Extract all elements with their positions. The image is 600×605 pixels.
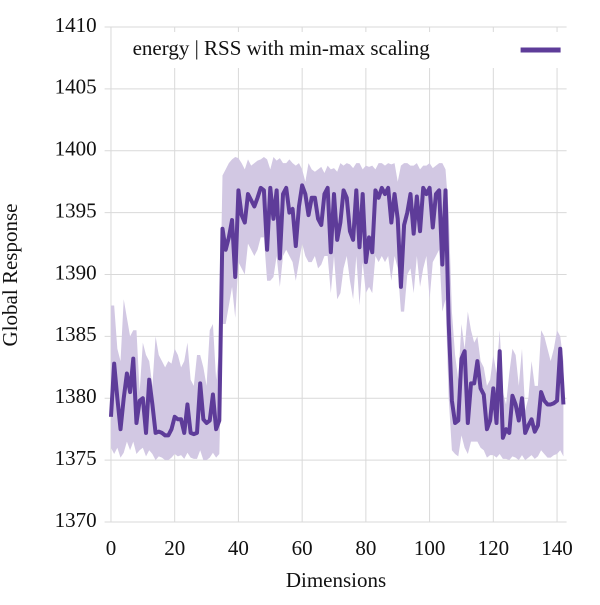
- x-tick-label: 80: [355, 536, 376, 560]
- y-axis-label: Global Response: [0, 204, 22, 347]
- y-tick-label: 1375: [55, 446, 97, 470]
- y-tick-label: 1390: [55, 260, 97, 284]
- y-tick-label: 1380: [55, 384, 97, 408]
- x-tick-label: 60: [292, 536, 313, 560]
- x-tick-label: 0: [106, 536, 117, 560]
- legend-box: [122, 32, 561, 68]
- x-tick-label: 40: [228, 536, 249, 560]
- y-tick-label: 1405: [55, 75, 97, 99]
- y-tick-label: 1395: [55, 198, 97, 222]
- legend-label: energy | RSS with min-max scaling: [133, 36, 431, 60]
- x-tick-label: 20: [164, 536, 185, 560]
- x-tick-label: 140: [541, 536, 573, 560]
- line: [108, 183, 566, 440]
- x-axis-label: Dimensions: [286, 568, 386, 592]
- legend: energy | RSS with min-max scaling: [122, 32, 561, 68]
- y-tick-label: 1400: [55, 137, 97, 161]
- y-tick-label: 1410: [55, 13, 97, 37]
- y-tick-label: 1370: [55, 508, 97, 532]
- x-tick-label: 120: [478, 536, 510, 560]
- y-tick-label: 1385: [55, 322, 97, 346]
- x-tick-label: 100: [414, 536, 446, 560]
